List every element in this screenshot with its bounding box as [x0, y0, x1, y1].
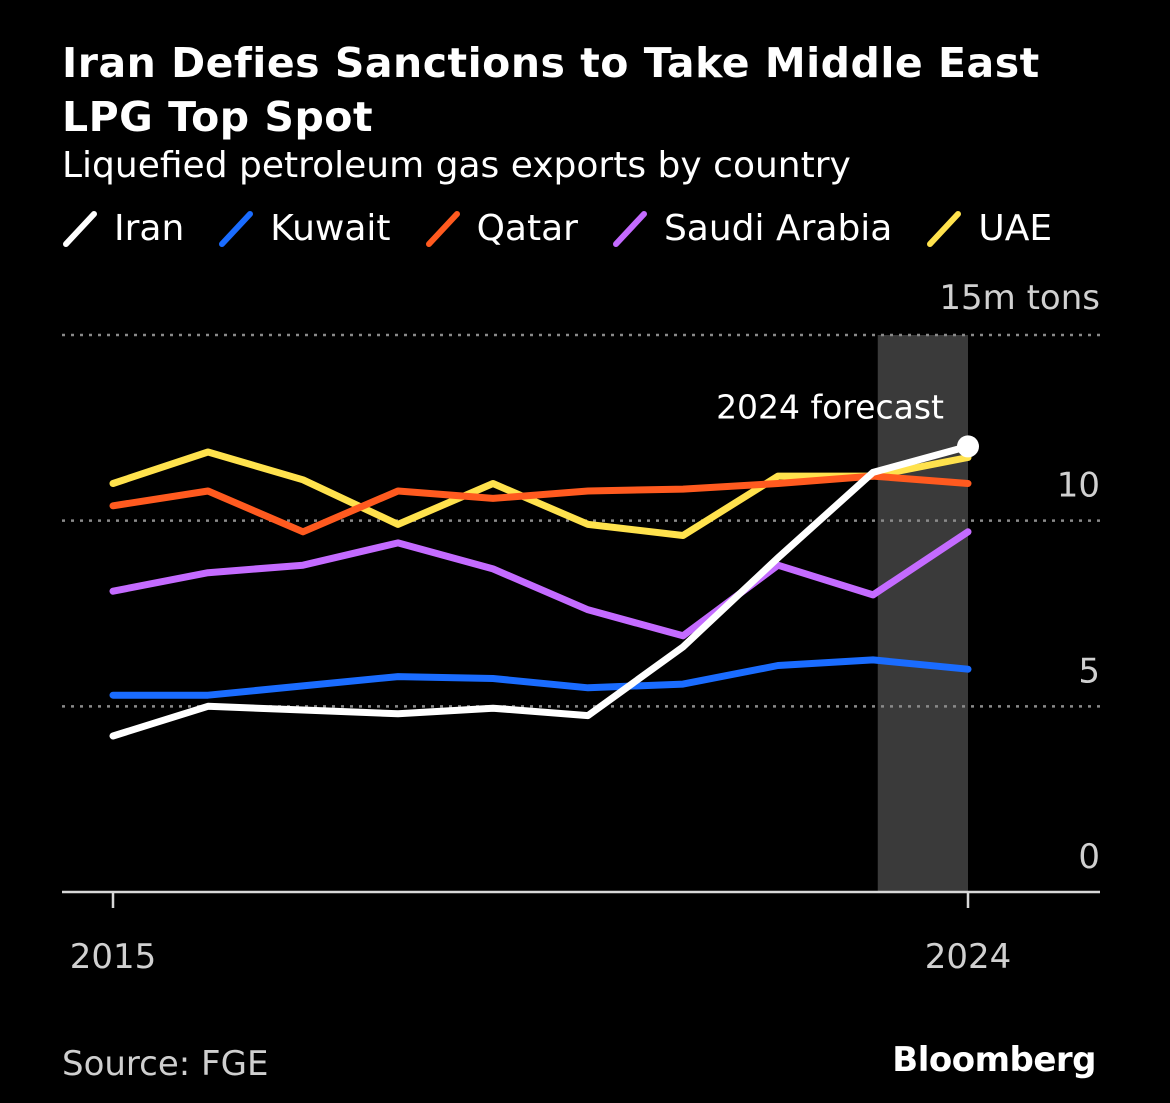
y-tick-label-15: 15m tons — [939, 278, 1100, 318]
legend-swatch-uae-line — [927, 211, 962, 247]
legend-item-iran: Iran — [60, 208, 184, 249]
legend-label-saudi-arabia: Saudi Arabia — [663, 207, 893, 249]
y-tick-label-10: 10 — [1057, 466, 1100, 506]
series-line-saudi-arabia — [109, 528, 972, 640]
chart-subtitle: Liquefied petroleum gas exports by count… — [62, 145, 851, 186]
legend-swatch-saudi-arabia-line — [612, 211, 647, 247]
legend-swatch-iran-line — [63, 211, 97, 247]
legend-label-uae: UAE — [978, 207, 1053, 249]
series-line-kuwait — [109, 656, 972, 699]
legend-item-qatar: Qatar — [423, 208, 578, 249]
legend-swatch-saudi-arabia — [612, 211, 647, 247]
legend-swatch-qatar-line — [425, 211, 460, 247]
series-line-uae — [109, 448, 972, 539]
legend-item-uae: UAE — [924, 208, 1052, 249]
forecast-annotation: 2024 forecast — [716, 387, 944, 426]
legend-swatch-kuwait — [219, 211, 254, 247]
legend-item-saudi-arabia: Saudi Arabia — [610, 208, 892, 249]
legend-label-iran: Iran — [114, 207, 185, 249]
legend-swatch-qatar — [425, 211, 460, 247]
series-line-qatar — [109, 472, 972, 536]
legend-swatch-kuwait-line — [219, 211, 254, 247]
legend-label-qatar: Qatar — [476, 207, 578, 249]
legend-label-kuwait: Kuwait — [270, 207, 391, 249]
forecast-band — [877, 335, 968, 892]
bloomberg-logo: Bloomberg — [892, 1040, 1096, 1080]
y-tick-label-5: 5 — [1078, 651, 1100, 691]
chart-title: Iran Defies Sanctions to Take Middle Eas… — [62, 39, 1040, 141]
x-tick-label-2015: 2015 — [70, 937, 157, 977]
y-tick-label-0: 0 — [1078, 837, 1100, 877]
source-note: Source: FGE — [62, 1044, 269, 1084]
x-tick-label-2024: 2024 — [925, 937, 1012, 977]
series-line-iran — [109, 442, 972, 740]
iran-forecast-point — [957, 435, 979, 458]
legend-item-kuwait: Kuwait — [216, 207, 391, 249]
legend: Iran Kuwait Qatar Saudi Arabia UAE — [60, 204, 1084, 252]
legend-swatch-iran — [63, 211, 97, 247]
legend-swatch-uae — [927, 211, 962, 247]
